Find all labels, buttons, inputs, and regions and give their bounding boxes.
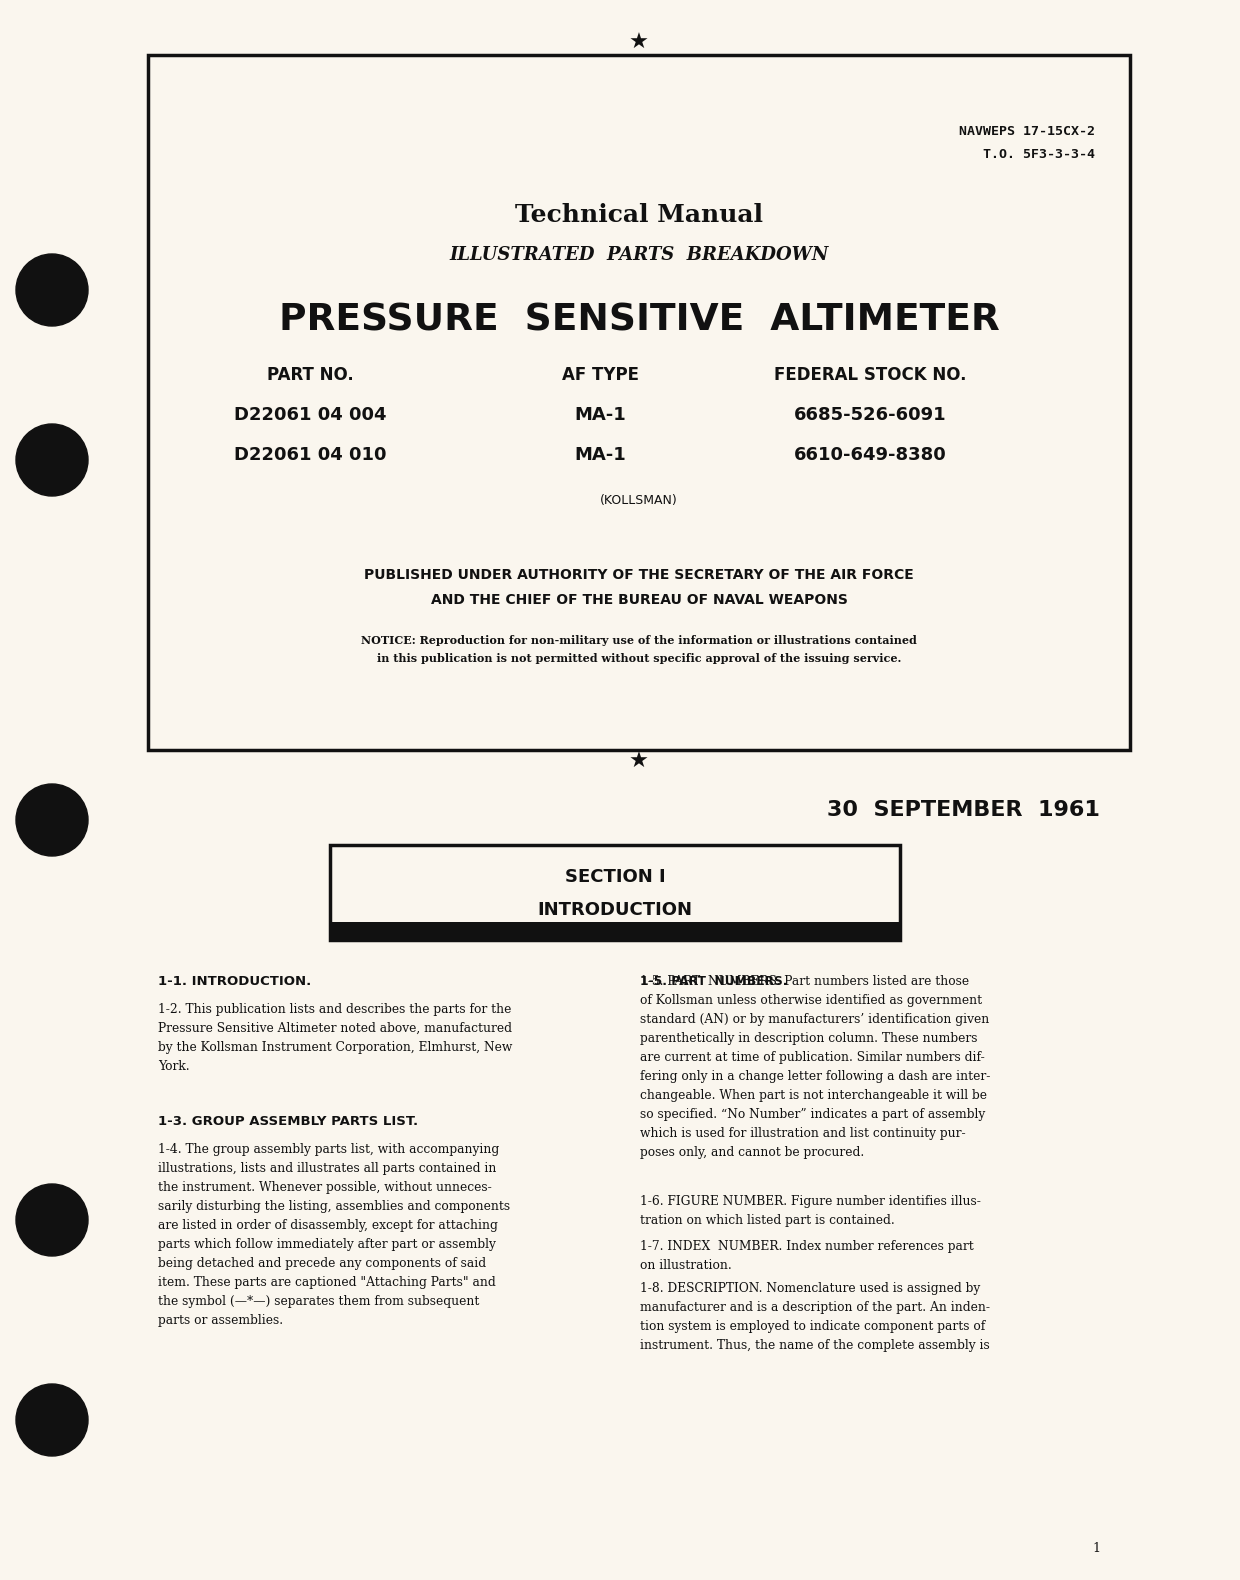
Text: (KOLLSMAN): (KOLLSMAN) (600, 493, 678, 507)
Circle shape (16, 784, 88, 856)
Text: ★: ★ (629, 33, 649, 54)
Text: Technical Manual: Technical Manual (515, 202, 763, 228)
Text: SECTION I: SECTION I (564, 867, 666, 886)
Bar (330, 923, 900, 940)
Text: ILLUSTRATED  PARTS  BREAKDOWN: ILLUSTRATED PARTS BREAKDOWN (449, 246, 828, 264)
Circle shape (16, 1183, 88, 1256)
Text: D22061 04 004: D22061 04 004 (234, 406, 386, 423)
Text: 1-5. PART  NUMBERS. Part numbers listed are those
of Kollsman unless otherwise i: 1-5. PART NUMBERS. Part numbers listed a… (640, 975, 991, 1160)
Text: PRESSURE  SENSITIVE  ALTIMETER: PRESSURE SENSITIVE ALTIMETER (279, 302, 999, 338)
Circle shape (16, 1384, 88, 1457)
Circle shape (16, 423, 88, 496)
Circle shape (16, 254, 88, 325)
Text: FEDERAL STOCK NO.: FEDERAL STOCK NO. (774, 367, 966, 384)
Text: D22061 04 010: D22061 04 010 (234, 446, 386, 465)
Text: 1: 1 (1092, 1542, 1100, 1555)
Text: 6685-526-6091: 6685-526-6091 (794, 406, 946, 423)
Text: 1-8. DESCRIPTION. Nomenclature used is assigned by
manufacturer and is a descrip: 1-8. DESCRIPTION. Nomenclature used is a… (640, 1281, 990, 1352)
Text: INTRODUCTION: INTRODUCTION (537, 901, 692, 920)
Text: T.O. 5F3-3-3-4: T.O. 5F3-3-3-4 (983, 149, 1095, 161)
Text: 1-1. INTRODUCTION.: 1-1. INTRODUCTION. (157, 975, 311, 988)
Text: ★: ★ (629, 752, 649, 773)
Text: NAVWEPS 17-15CX-2: NAVWEPS 17-15CX-2 (959, 125, 1095, 137)
Text: MA-1: MA-1 (574, 406, 626, 423)
Text: PART NO.: PART NO. (267, 367, 353, 384)
Text: 1-6. FIGURE NUMBER. Figure number identifies illus-
tration on which listed part: 1-6. FIGURE NUMBER. Figure number identi… (640, 1194, 981, 1228)
Text: 1-5. PART  NUMBERS.: 1-5. PART NUMBERS. (640, 975, 787, 988)
Bar (148, 55, 1130, 750)
Text: AND THE CHIEF OF THE BUREAU OF NAVAL WEAPONS: AND THE CHIEF OF THE BUREAU OF NAVAL WEA… (430, 592, 847, 607)
Text: in this publication is not permitted without specific approval of the issuing se: in this publication is not permitted wit… (377, 653, 901, 664)
Text: MA-1: MA-1 (574, 446, 626, 465)
Bar (330, 845, 900, 940)
Text: AF TYPE: AF TYPE (562, 367, 639, 384)
Text: NOTICE: Reproduction for non-military use of the information or illustrations co: NOTICE: Reproduction for non-military us… (361, 635, 916, 646)
Text: PUBLISHED UNDER AUTHORITY OF THE SECRETARY OF THE AIR FORCE: PUBLISHED UNDER AUTHORITY OF THE SECRETA… (365, 567, 914, 581)
Text: 6610-649-8380: 6610-649-8380 (794, 446, 946, 465)
Text: 30  SEPTEMBER  1961: 30 SEPTEMBER 1961 (827, 799, 1100, 820)
Text: 1-3. GROUP ASSEMBLY PARTS LIST.: 1-3. GROUP ASSEMBLY PARTS LIST. (157, 1115, 418, 1128)
Text: 1-2. This publication lists and describes the parts for the
Pressure Sensitive A: 1-2. This publication lists and describe… (157, 1003, 512, 1073)
Text: 1-7. INDEX  NUMBER. Index number references part
on illustration.: 1-7. INDEX NUMBER. Index number referenc… (640, 1240, 973, 1272)
Text: 1-4. The group assembly parts list, with accompanying
illustrations, lists and i: 1-4. The group assembly parts list, with… (157, 1142, 510, 1327)
